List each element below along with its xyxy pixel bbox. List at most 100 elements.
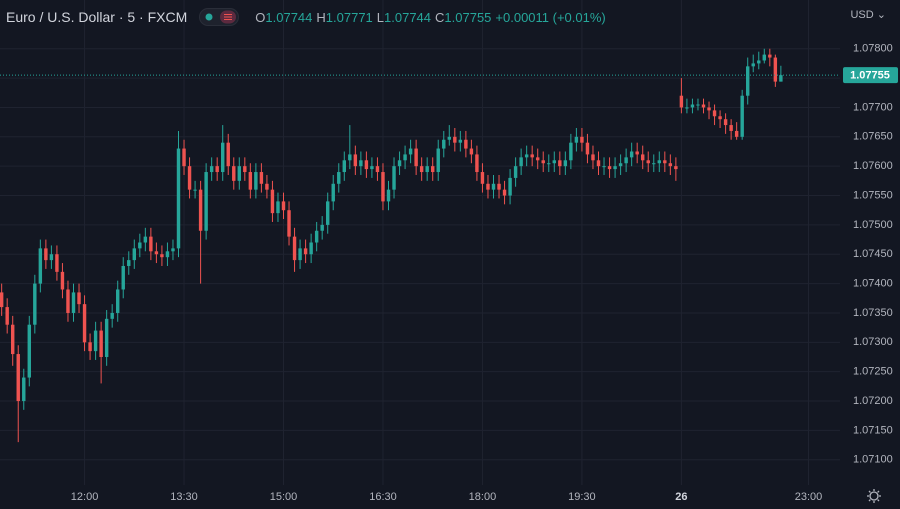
candle-body [104,318,109,357]
candle-body [574,136,579,143]
candle-body [342,160,347,173]
candle-body [541,160,545,164]
candle-body [524,154,529,158]
candle-body [292,236,297,261]
candle-body [99,330,103,357]
candle-body [458,139,463,143]
candle-body [270,189,275,214]
candle-body [10,324,15,355]
candle-body [320,224,324,231]
candle-body [491,183,496,190]
candle-body [718,116,722,120]
candle-body [375,166,380,173]
candle-body [519,157,523,167]
candle-body [5,307,9,325]
y-tick-label: 1.07500 [853,219,893,231]
y-tick-label: 1.07150 [853,424,893,436]
candle-body [110,312,114,319]
candle-body [154,251,159,255]
candle-body [729,125,733,131]
candle-body [403,154,407,161]
candle-body [60,271,65,290]
candle-body [740,95,744,137]
candle-body [22,377,26,402]
candle-body [657,160,662,164]
candle-body [668,163,673,167]
candle-body [160,254,164,258]
candle-body [707,107,711,111]
candle-body [193,189,197,191]
candle-body [198,189,203,231]
candle-body [143,236,148,243]
y-tick-label: 1.07600 [853,160,893,172]
candle-body [773,57,778,82]
y-tick-label: 1.07200 [853,395,893,407]
candle-body [248,172,253,190]
candle-body [71,292,76,313]
candle-body [287,210,291,237]
candle-body [640,154,645,161]
gear-teeth [867,489,881,503]
y-tick-label: 1.07250 [853,366,893,378]
ohlc-values: O1.07744 H1.07771 L1.07744 C1.07755 [251,10,491,25]
settings-icon[interactable] [867,489,881,503]
y-tick-label: 1.07800 [853,43,893,55]
ohlc-key: L [376,9,385,25]
candle-body [259,172,264,184]
candle-body [281,201,286,211]
currency-menu[interactable]: USD ⌄ [850,9,886,21]
change: +0.00011 (+0.01%) [495,9,606,25]
candle-body [508,177,512,196]
candle-body [232,166,236,181]
candle-body [513,166,518,178]
candle-body [425,166,429,173]
status-pill[interactable] [199,8,240,26]
candle-body [303,248,308,255]
ohlc-value: 1.07744 [265,9,313,25]
x-tick-label: 16:30 [369,491,397,503]
candle-body [171,248,175,252]
ohlc-value: 1.07755 [444,9,492,25]
candle-body [569,142,573,161]
candle-body [27,324,32,378]
candle-body [265,183,269,190]
candle-body [359,160,363,167]
candle-body [419,166,424,173]
candle-body [33,283,37,325]
candle-body [607,166,612,170]
candle-body [779,75,783,82]
candle-body [386,189,391,202]
ohlc-key: O [255,9,266,25]
candle-body [44,248,48,261]
market-open-dot [205,13,213,21]
candle-body [276,201,280,214]
candle-body [149,236,153,252]
candle-body [580,136,584,143]
candle-body [591,154,595,161]
candle-body [408,148,413,155]
candle-body [38,248,43,284]
symbol-title[interactable]: Euro / U.S. Dollar · 5 · FXCM [6,9,188,25]
candle-body [430,166,435,173]
candle-body [138,242,142,249]
ohlc-value: 1.07771 [325,9,373,25]
x-tick-label: 23:00 [795,491,823,503]
candle-body [480,172,485,184]
candle-body [696,104,700,106]
candle-body [0,292,4,308]
candle-body [314,230,319,243]
candle-body [209,166,214,173]
legend-bar: Euro / U.S. Dollar · 5 · FXCM O1.07744 H1… [6,7,606,27]
candle-body [613,166,617,170]
candle-body [679,95,684,108]
candle-body [475,154,479,173]
candle-body [121,265,125,290]
candle-body [182,148,186,167]
candle-body [701,104,706,108]
candle-body [55,254,59,272]
y-tick-label: 1.07400 [853,278,893,290]
x-tick-label: 15:00 [270,491,298,503]
candle-body [535,157,540,161]
